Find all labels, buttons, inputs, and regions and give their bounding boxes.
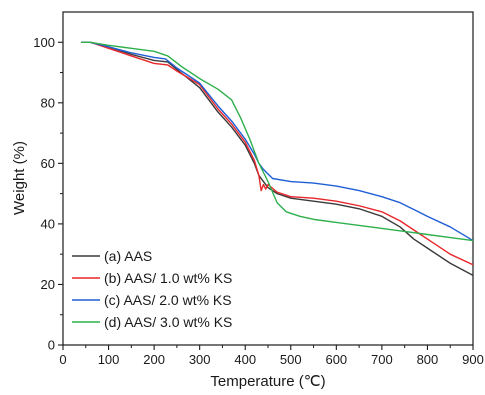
legend-label-1: (b) AAS/ 1.0 wt% KS (104, 270, 232, 286)
x-tick-label: 700 (371, 352, 393, 367)
x-tick-label: 0 (59, 352, 66, 367)
y-tick-label: 20 (41, 277, 55, 292)
legend-label-2: (c) AAS/ 2.0 wt% KS (104, 292, 232, 308)
y-tick-label: 0 (48, 338, 55, 353)
x-tick-label: 600 (325, 352, 347, 367)
y-axis-title: Weight (%) (11, 141, 28, 215)
x-tick-label: 400 (234, 352, 256, 367)
x-tick-label: 200 (143, 352, 165, 367)
series-line-1 (81, 41, 474, 266)
series-line-2 (81, 41, 474, 242)
legend: (a) AAS (b) AAS/ 1.0 wt% KS (c) AAS/ 2.0 w… (72, 248, 232, 330)
y-tick-label: 40 (41, 216, 55, 231)
x-tick-label: 500 (280, 352, 302, 367)
series-layer (81, 41, 474, 276)
x-axis-title: Temperature (℃) (210, 373, 325, 390)
x-tick-label: 300 (189, 352, 211, 367)
x-tick-label: 800 (417, 352, 439, 367)
y-tick-label: 80 (41, 95, 55, 110)
ticks-layer: 0 100 200 300 400 500 600 700 800 900 0 20 40 60 80 100 (33, 35, 484, 367)
y-tick-label: 100 (33, 35, 55, 50)
legend-label-3: (d) AAS/ 3.0 wt% KS (104, 314, 232, 330)
x-tick-label: 900 (462, 352, 484, 367)
legend-label-0: (a) AAS (104, 248, 152, 264)
y-tick-label: 60 (41, 156, 55, 171)
series-line-0 (81, 41, 474, 276)
series-line-3 (81, 41, 474, 242)
x-tick-label: 100 (98, 352, 120, 367)
